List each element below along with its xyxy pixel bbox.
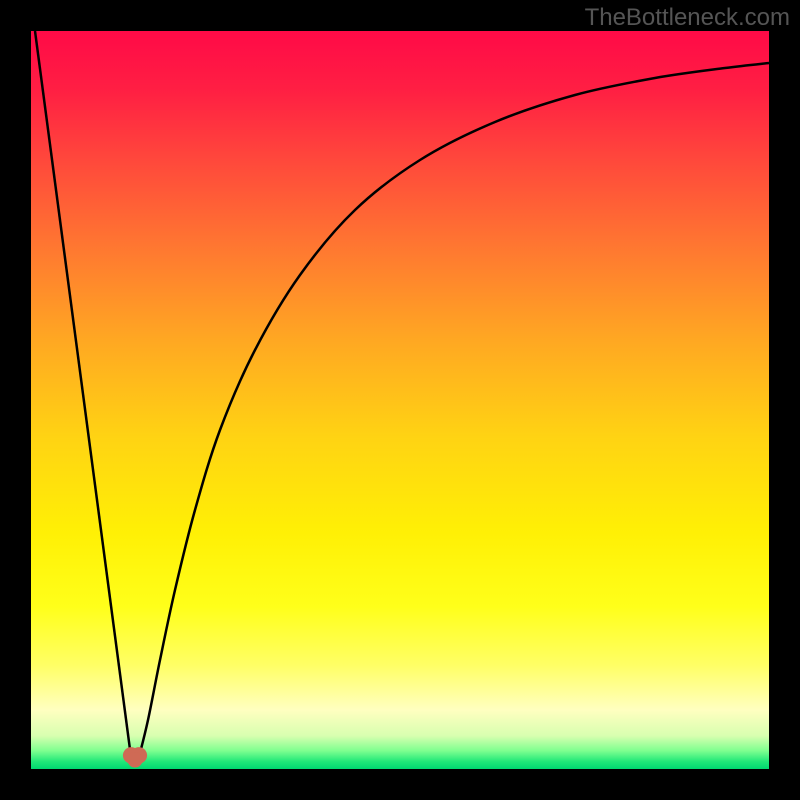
watermark-text: TheBottleneck.com (585, 4, 790, 32)
chart-container: TheBottleneck.com (0, 0, 800, 800)
bottleneck-chart (0, 0, 800, 800)
chart-background-gradient (31, 31, 769, 769)
